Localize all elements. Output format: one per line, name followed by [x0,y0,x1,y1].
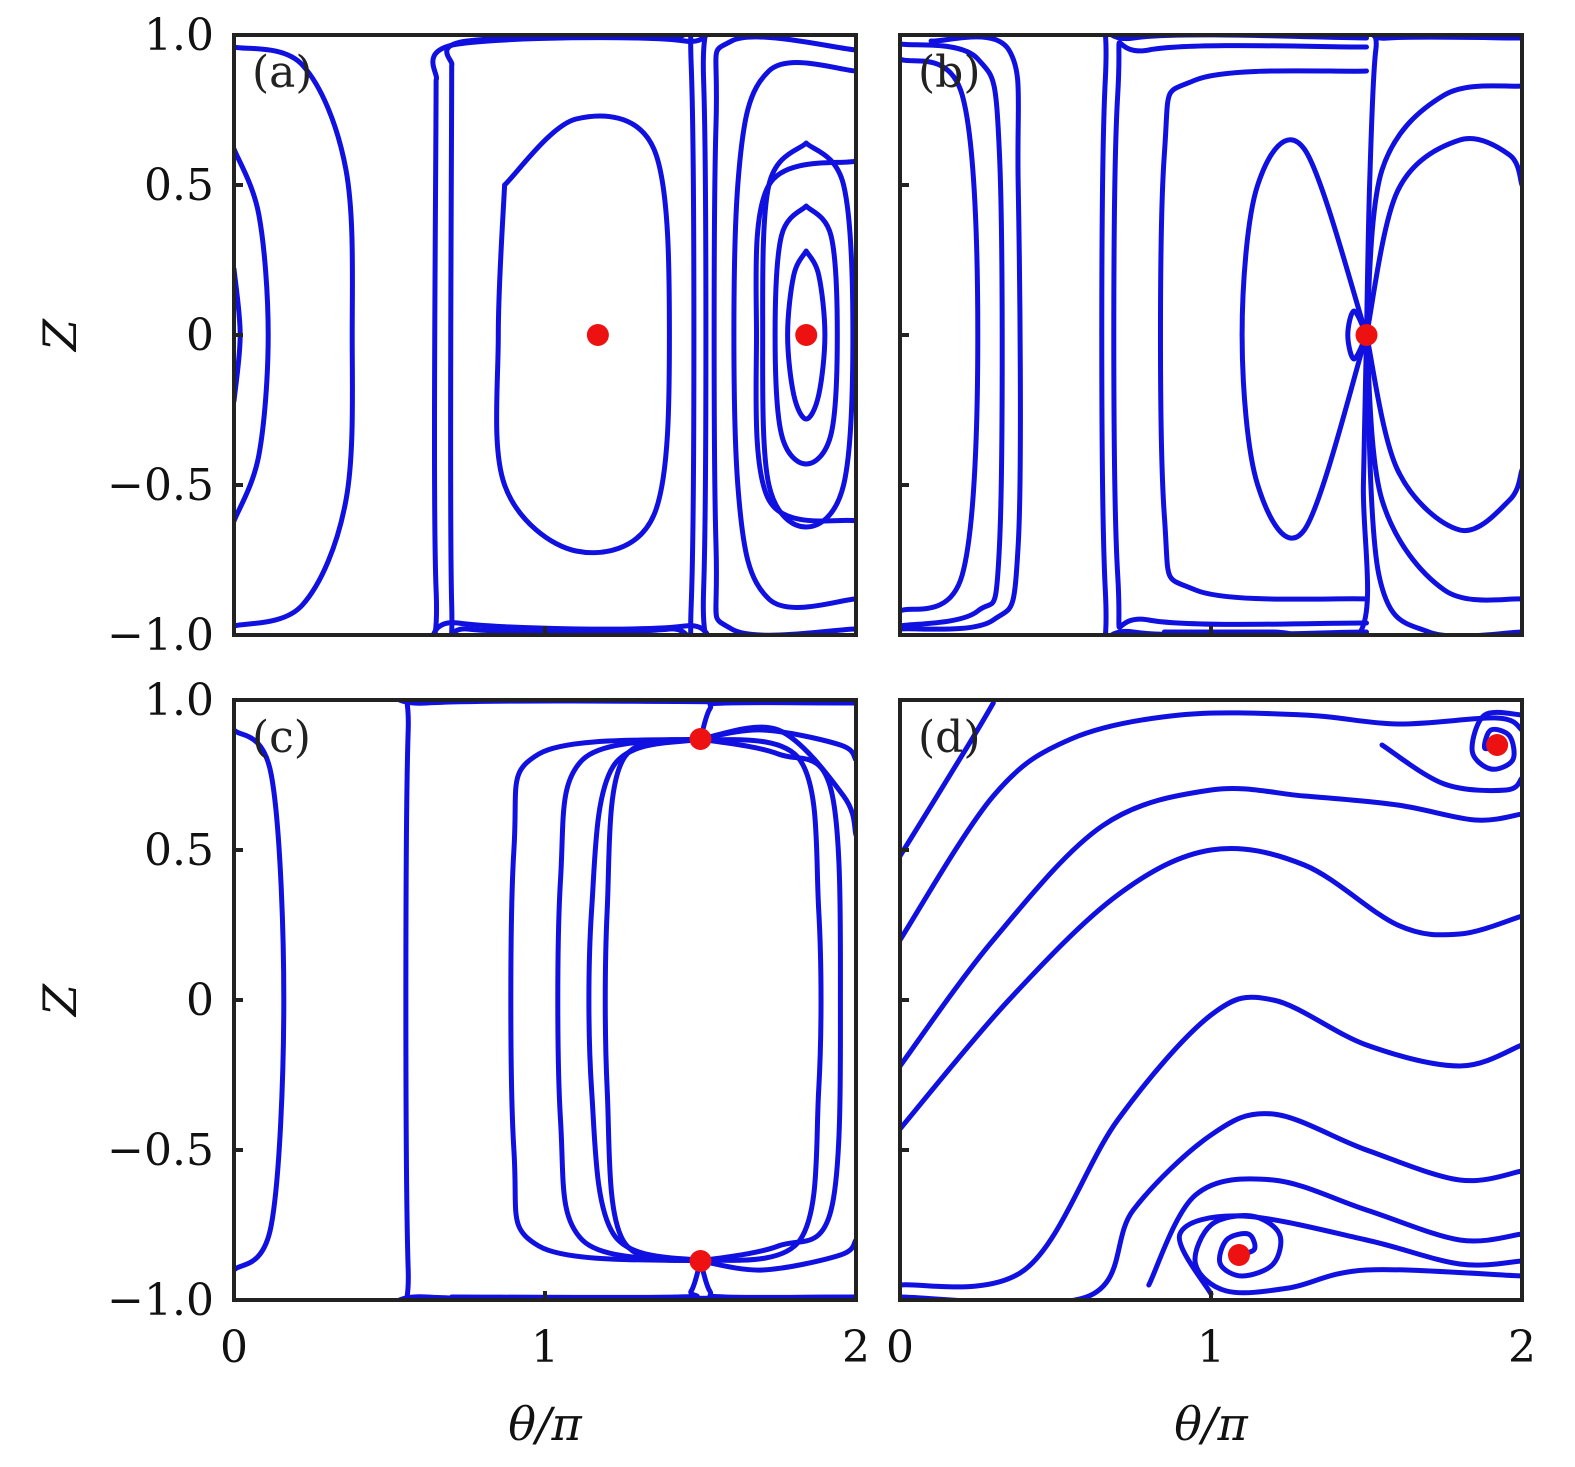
y-tick-label: 1.0 [144,675,214,726]
x-axis-label: θ/π [508,1397,582,1451]
trajectory-line [900,700,996,859]
panel-b: (b) [898,33,1524,637]
trajectory-line [900,785,1522,1069]
trajectory-line [900,41,1005,629]
trajectory-line [449,1258,703,1300]
trajectory-line [508,736,703,1264]
x-tick-label: 0 [220,1322,248,1373]
trajectory-line [1111,40,1369,630]
trajectory-line [494,113,672,556]
trajectory-line [698,724,856,838]
trajectory-line [430,35,711,635]
y-tick-label: 0 [186,975,214,1026]
trajectory-line [900,994,1522,1290]
trajectory-line [900,710,1522,943]
y-tick-label: 0.5 [144,160,214,211]
y-tick-label: −0.5 [107,1125,214,1176]
trajectory-line [1345,308,1369,362]
trajectory-line [1161,332,1371,635]
panel-c: −1.0 −0.5 0 0.5 1.0 0 1 2 (c) Zθ/π [33,675,870,1451]
trajectory-line [698,1258,856,1300]
trajectory-line [698,700,856,742]
fixed-point-marker [1486,734,1509,756]
trajectory-line [900,35,1023,632]
trajectory-line [1364,332,1522,534]
x-tick-label: 1 [1197,1322,1225,1373]
trajectory-line [234,727,287,1273]
fixed-point-marker [689,1250,712,1272]
trajectory-line [731,60,856,610]
y-tick-label: 0 [186,310,214,361]
panel-label: (c) [252,712,311,763]
trajectory-line [444,35,697,635]
trajectory-line [1364,332,1522,635]
y-axis-label: Z [33,318,87,353]
y-tick-label: −1.0 [107,1275,214,1326]
y-tick-label: 1.0 [144,10,214,61]
trajectory-line [586,736,703,1264]
trajectory-line [698,736,824,1264]
fixed-point-marker [795,324,818,346]
trajectory-line [1364,83,1522,338]
fixed-point-marker [586,324,609,346]
trajectory-line [1157,68,1369,602]
plot-frame [232,698,858,1302]
x-tick-label: 0 [886,1322,914,1373]
trajectories [900,35,1522,635]
trajectory-line [1364,136,1522,338]
trajectory-line [1192,1213,1522,1296]
trajectories [900,700,1522,1300]
fixed-point-marker [1227,1244,1250,1266]
x-tick-label: 2 [842,1322,870,1373]
y-tick-label: −0.5 [107,460,214,511]
trajectory-line [711,35,856,635]
fixed-point-marker [689,728,712,750]
trajectory-line [900,1111,1522,1300]
panel-a: −1.0 −0.5 0 0.5 1.0 (a) Z [33,10,858,661]
y-tick-label: −1.0 [107,610,214,661]
trajectory-line [1379,742,1522,794]
trajectory-line [900,56,981,614]
trajectory-line [1146,1176,1522,1288]
trajectory-line [772,203,840,467]
y-axis-label: Z [33,983,87,1018]
x-tick-label: 2 [1508,1322,1536,1373]
trajectories [234,35,856,635]
trajectories [234,700,856,1300]
trajectory-line [555,736,703,1264]
x-axis-label: θ/π [1174,1397,1248,1451]
trajectory-line [1364,35,1522,338]
trajectory-line [394,700,856,1300]
trajectory-line [1469,709,1522,772]
y-tick-label: 0.5 [144,825,214,876]
trajectory-line [760,140,856,530]
trajectory-line [900,845,1522,1132]
trajectory-line [1239,137,1369,541]
trajectory-line [1099,35,1369,635]
panel-label: (b) [918,47,981,98]
plot-frame [898,33,1524,637]
x-tick-label: 1 [531,1322,559,1373]
trajectory-line [698,1237,856,1273]
trajectory-line [602,736,703,1264]
trajectory-line [234,146,271,524]
panel-label: (d) [918,712,981,763]
trajectory-line [234,44,355,629]
fixed-point-marker [1355,324,1378,346]
trajectory-line [1364,332,1522,603]
trajectory-line [785,248,828,422]
panel-label: (a) [252,47,313,98]
trajectory-line [1176,1213,1522,1297]
trajectory-line [698,736,843,1264]
panel-d: 0 1 2 (d) θ/π [886,698,1536,1451]
